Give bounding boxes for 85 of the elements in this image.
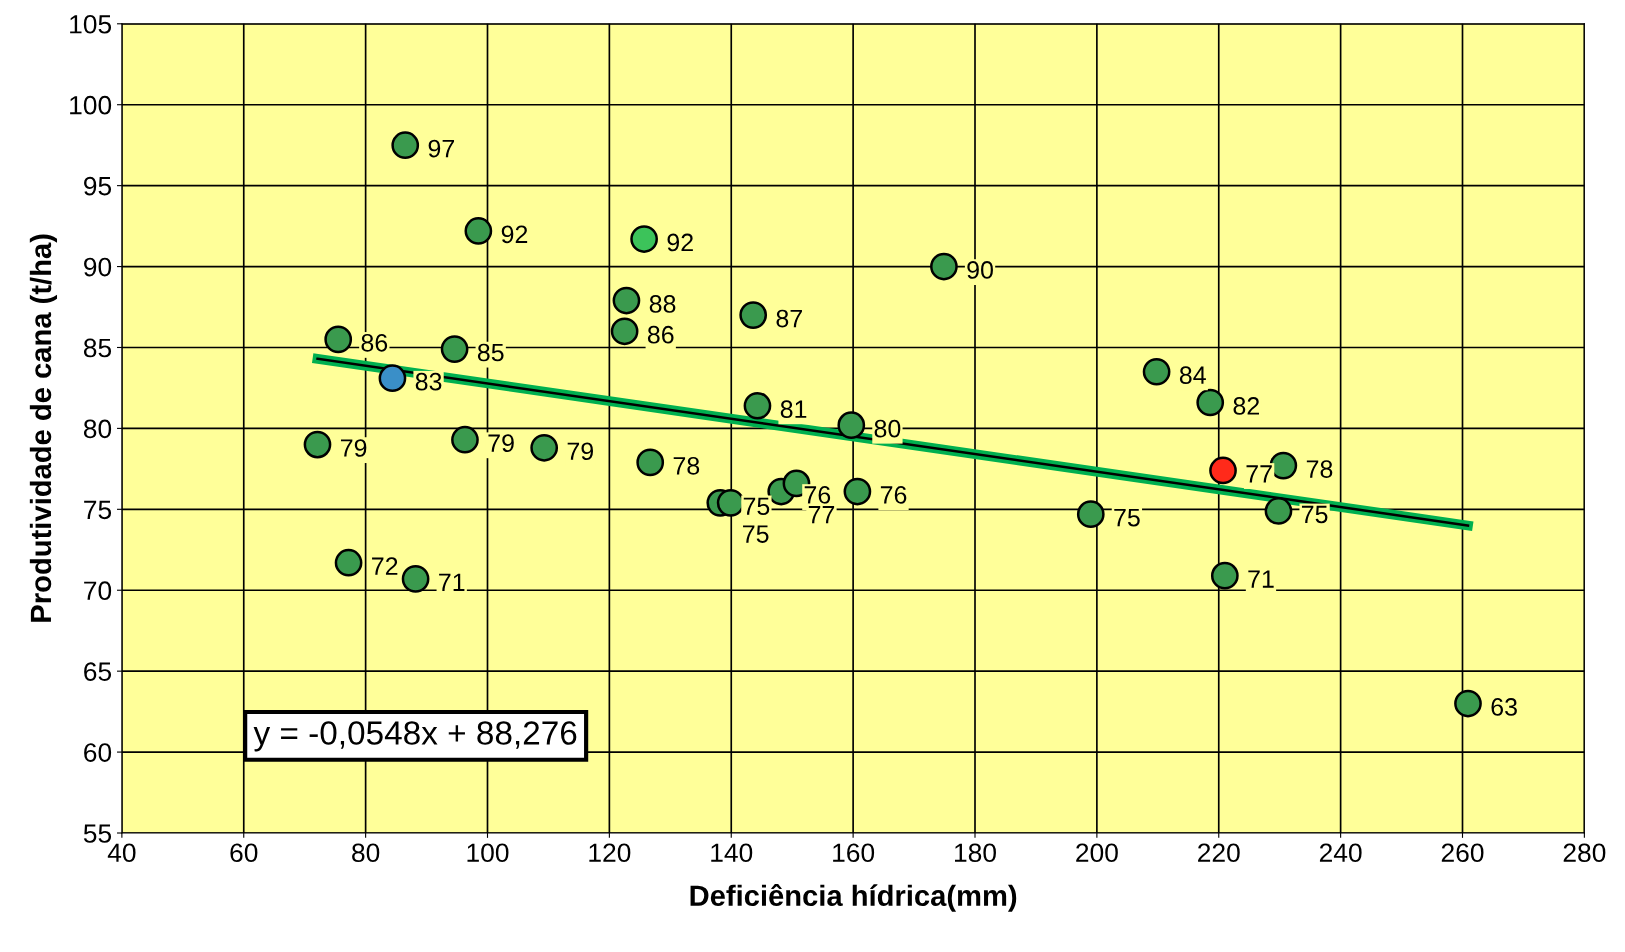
x-tick-label: 160 <box>833 843 875 863</box>
point <box>1210 561 1239 590</box>
data-label: 80 <box>874 419 901 438</box>
point <box>1209 456 1237 485</box>
data-label: 81 <box>780 400 807 419</box>
data-label: 63 <box>1491 698 1517 716</box>
point <box>1076 500 1105 529</box>
data-label: 75 <box>1114 509 1140 527</box>
y-tick-label: 70 <box>84 581 112 601</box>
data-label: 87 <box>776 309 802 328</box>
data-label: 92 <box>667 233 693 252</box>
data-label: 77 <box>808 506 835 524</box>
data-label: 82 <box>1233 397 1259 415</box>
data-label: 79 <box>488 434 514 452</box>
point <box>440 335 469 363</box>
y-tick-label: 65 <box>84 662 112 681</box>
point <box>324 325 353 354</box>
point <box>837 411 866 440</box>
data-label: 71 <box>439 573 465 591</box>
y-tick-label: 60 <box>84 743 112 762</box>
point <box>930 252 958 281</box>
data-label: 83 <box>415 372 442 391</box>
x-tick-label: 120 <box>589 843 631 863</box>
point <box>636 448 665 477</box>
x-tick-label: 180 <box>955 843 996 863</box>
point <box>530 433 559 462</box>
point <box>743 391 772 420</box>
x-tick-label: 140 <box>711 843 753 863</box>
y-tick-label: 90 <box>84 257 112 277</box>
point <box>610 317 639 346</box>
point <box>1142 357 1171 386</box>
data-label: 92 <box>501 225 528 244</box>
point <box>378 364 407 393</box>
data-label: 78 <box>673 456 700 475</box>
x-tick-label: 80 <box>352 843 380 863</box>
data-label: 78 <box>1306 460 1333 478</box>
data-label: 97 <box>428 139 455 158</box>
point <box>739 301 768 329</box>
x-axis-title: Deficiência hídrica(mm) <box>690 883 1017 912</box>
x-tick-label: 280 <box>1563 843 1606 863</box>
data-label: 76 <box>804 486 831 504</box>
data-label: 84 <box>1179 366 1206 385</box>
point <box>401 565 430 593</box>
x-tick-label: 200 <box>1076 843 1118 863</box>
y-tick-label: 95 <box>84 176 112 196</box>
x-tick-label: 220 <box>1198 843 1240 863</box>
data-label: 86 <box>647 325 674 344</box>
y-tick-label: 80 <box>83 419 112 439</box>
data-label: 72 <box>372 557 398 575</box>
data-label: 75 <box>743 497 770 516</box>
x-tick-label: 240 <box>1319 843 1362 863</box>
point <box>630 225 658 253</box>
point <box>303 430 332 459</box>
data-label: 76 <box>880 486 907 504</box>
data-label: 79 <box>340 439 367 457</box>
point <box>334 548 363 577</box>
data-label: 85 <box>477 343 504 362</box>
y-tick-label: 105 <box>70 14 112 34</box>
y-tick-label: 55 <box>83 824 112 843</box>
data-label: 77 <box>1246 465 1272 483</box>
point <box>612 286 641 315</box>
data-label: 71 <box>1248 570 1274 588</box>
point <box>1454 689 1482 718</box>
point <box>391 131 420 160</box>
point <box>464 217 493 245</box>
y-tick-label: 75 <box>84 500 112 520</box>
point <box>1264 497 1293 525</box>
data-label: 86 <box>361 333 388 352</box>
data-label: 75 <box>1301 505 1328 524</box>
data-label: 75 <box>743 525 769 543</box>
point <box>716 488 745 517</box>
x-tick-label: 60 <box>230 843 258 863</box>
annotation: y = -0,0548x + 88,276 <box>253 721 577 752</box>
y-axis-title: Produtividade de cana (t/ha) <box>29 234 58 622</box>
data-label: 90 <box>967 261 993 279</box>
data-label: 88 <box>649 295 676 313</box>
x-tick-label: 260 <box>1441 843 1484 863</box>
y-tick-label: 85 <box>83 338 112 358</box>
x-tick-label: 100 <box>467 843 509 863</box>
point <box>451 425 479 454</box>
y-tick-label: 100 <box>70 95 112 115</box>
data-label: 79 <box>567 442 594 461</box>
point <box>1196 388 1225 417</box>
x-tick-label: 40 <box>107 843 136 863</box>
point <box>843 477 872 506</box>
